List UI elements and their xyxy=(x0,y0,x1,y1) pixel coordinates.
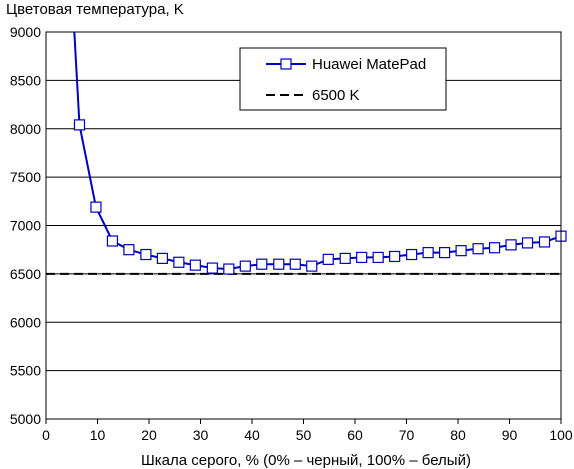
data-point-huawei xyxy=(472,243,484,255)
data-point-huawei xyxy=(322,253,334,265)
x-tick-label: 0 xyxy=(42,427,50,443)
data-point-huawei xyxy=(521,237,534,249)
data-point-huawei xyxy=(455,245,467,257)
y-tick-label: 8500 xyxy=(10,72,41,88)
y-tick-label: 5000 xyxy=(10,411,41,427)
y-tick-label: 9000 xyxy=(10,24,41,40)
y-tick-label: 6000 xyxy=(10,314,41,330)
legend: Huawei MatePad 6500 K xyxy=(239,47,447,111)
data-point-huawei xyxy=(406,248,418,261)
legend-huawei-label: Huawei MatePad xyxy=(312,56,426,73)
data-point-huawei xyxy=(106,235,119,247)
data-point-huawei xyxy=(73,119,86,131)
x-tick-label: 30 xyxy=(193,427,209,443)
x-tick-label: 10 xyxy=(90,427,106,443)
y-tick-label: 7500 xyxy=(10,169,41,185)
data-point-huawei xyxy=(306,260,318,272)
x-tick-labels: 0 10 20 30 40 50 60 70 80 90 100 xyxy=(42,419,573,443)
data-point-huawei xyxy=(273,258,285,270)
data-point-huawei xyxy=(140,248,152,261)
x-tick-label: 100 xyxy=(549,427,573,443)
data-point-huawei xyxy=(439,246,451,259)
data-point-huawei xyxy=(488,242,501,254)
x-tick-label: 20 xyxy=(141,427,157,443)
y-tick-label: 7000 xyxy=(10,218,41,234)
x-tick-label: 90 xyxy=(502,427,518,443)
data-point-huawei xyxy=(189,259,201,271)
data-point-huawei xyxy=(206,262,218,274)
x-axis-title: Шкала серого, % (0% – черный, 100% – бел… xyxy=(141,452,471,469)
legend-box xyxy=(239,47,447,111)
data-point-huawei xyxy=(256,258,268,270)
data-point-huawei xyxy=(90,201,102,213)
data-point-huawei xyxy=(389,250,401,263)
y-tick-label: 6500 xyxy=(10,266,41,282)
data-point-huawei xyxy=(289,258,301,270)
data-point-huawei xyxy=(372,251,384,264)
data-point-huawei xyxy=(223,263,235,275)
legend-6500k-label: 6500 K xyxy=(312,87,360,104)
data-point-huawei xyxy=(422,246,434,259)
data-point-huawei xyxy=(538,236,551,248)
data-point-huawei xyxy=(173,256,185,268)
legend-huawei-marker xyxy=(280,58,292,70)
y-tick-labels: 5000 5500 6000 6500 7000 7500 8000 8500 9000 xyxy=(10,24,41,427)
y-tick-label: 8000 xyxy=(10,121,41,137)
y-tick-label: 5500 xyxy=(10,363,41,379)
x-tick-label: 80 xyxy=(450,427,466,443)
data-point-huawei xyxy=(156,252,168,264)
data-point-huawei xyxy=(339,252,351,264)
x-tick-label: 60 xyxy=(347,427,363,443)
data-point-huawei xyxy=(356,251,368,264)
x-tick-label: 50 xyxy=(296,427,312,443)
x-tick-label: 70 xyxy=(399,427,415,443)
data-point-huawei xyxy=(239,260,251,272)
x-tick-label: 40 xyxy=(244,427,260,443)
data-point-huawei xyxy=(123,244,135,256)
data-point-huawei xyxy=(505,239,517,251)
y-axis-title: Цветовая температура, K xyxy=(6,1,184,18)
